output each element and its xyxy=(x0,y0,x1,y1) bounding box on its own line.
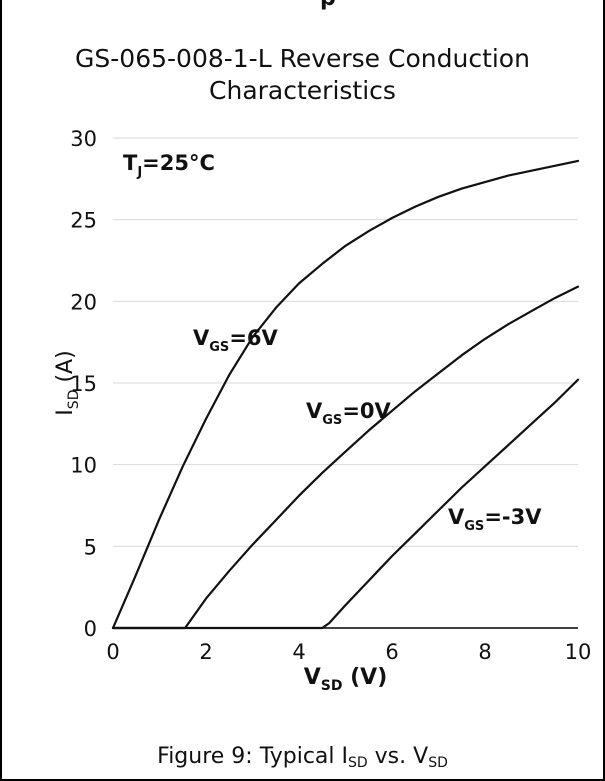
y-tick-label: 10 xyxy=(70,454,97,478)
caption-sub-2: SD xyxy=(428,755,448,771)
condition-label: TJ=25°C xyxy=(123,151,215,180)
y-axis-label: ISD (A) xyxy=(53,350,82,415)
y-tick-label: 20 xyxy=(70,290,97,314)
figure-caption: Figure 9: Typical ISD vs. VSD xyxy=(0,744,605,771)
series-label-1: VGS=0V xyxy=(306,399,392,428)
x-tick-label: 10 xyxy=(565,640,592,664)
series-label-2: VGS=-3V xyxy=(448,505,542,534)
series-label-0: VGS=6V xyxy=(193,326,279,355)
chart-title-line-1: GS-065-008-1-L Reverse Conduction xyxy=(75,44,530,73)
x-tick-label: 6 xyxy=(385,640,398,664)
x-tick-label: 2 xyxy=(199,640,212,664)
y-tick-label: 0 xyxy=(84,617,97,641)
series-line-1 xyxy=(111,285,580,630)
x-tick-label: 0 xyxy=(106,640,119,664)
x-tick-label: 4 xyxy=(292,640,305,664)
caption-text-2: vs. V xyxy=(367,744,429,769)
y-tick-label: 15 xyxy=(70,372,97,396)
series-line-2 xyxy=(111,378,580,630)
y-tick-label: 30 xyxy=(70,127,97,151)
y-tick-label: 5 xyxy=(84,535,97,559)
y-tick-label: 25 xyxy=(70,209,97,233)
cut-off-header: p xyxy=(320,0,336,11)
x-tick-label: 8 xyxy=(478,640,491,664)
chart-title-line-2: Characteristics xyxy=(209,76,396,105)
series-line-0 xyxy=(111,159,580,630)
caption-text-1: Figure 9: Typical I xyxy=(157,744,348,769)
caption-sub-1: SD xyxy=(348,755,368,771)
x-axis-label: VSD (V) xyxy=(304,665,388,694)
